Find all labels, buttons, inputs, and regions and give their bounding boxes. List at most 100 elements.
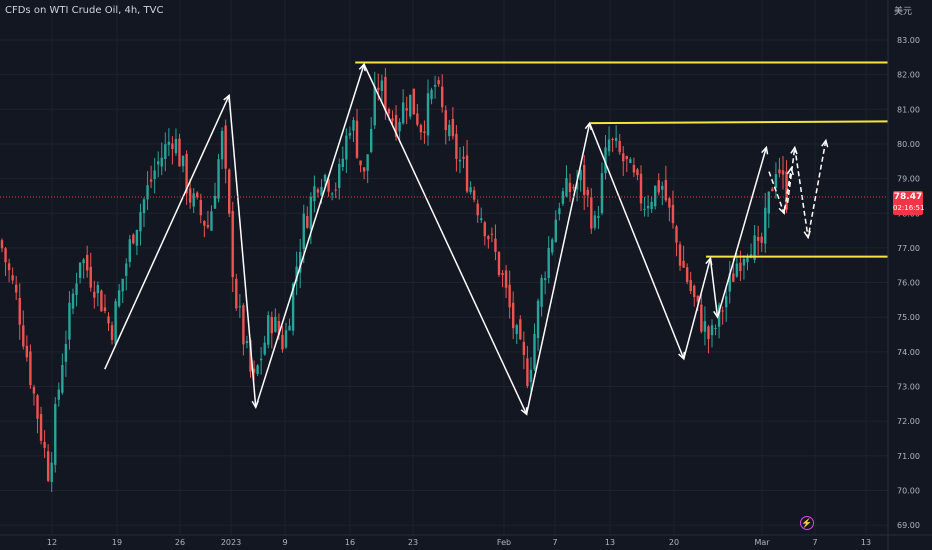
candle-body — [249, 340, 252, 372]
candle-body — [341, 158, 344, 167]
candle-body — [671, 204, 675, 224]
candle-body — [18, 297, 21, 325]
candlestick-series — [0, 68, 788, 493]
candle-body — [125, 263, 128, 276]
candle-body — [561, 191, 565, 204]
candle-body — [405, 108, 408, 111]
candle-body — [533, 333, 536, 370]
candle-body — [210, 211, 213, 231]
zigzag-arrow[interactable] — [709, 258, 719, 318]
candle-body — [756, 236, 760, 241]
candle-body — [203, 221, 206, 226]
candle-body — [61, 365, 64, 393]
candle-body — [725, 296, 728, 308]
candle-body — [153, 170, 156, 180]
candle-body — [465, 155, 469, 192]
candle-body — [114, 301, 117, 345]
candle-body — [149, 179, 153, 182]
zigzag-arrow[interactable] — [716, 147, 768, 318]
candle-body — [689, 279, 692, 292]
candle-body — [334, 189, 337, 191]
candle-body — [575, 182, 579, 190]
candle-body — [338, 163, 341, 188]
candle-body — [0, 240, 4, 249]
candle-body — [490, 233, 494, 235]
candle-body — [32, 387, 36, 394]
candle-body — [299, 252, 302, 273]
candle-body — [199, 200, 202, 216]
candle-body — [515, 325, 518, 335]
candle-body — [231, 211, 234, 278]
zigzag-arrow[interactable] — [525, 123, 591, 415]
last-price-value: 78.47 — [893, 192, 923, 202]
candle-body — [291, 283, 295, 331]
zigzag-drawings[interactable] — [104, 62, 829, 416]
candle-body — [362, 167, 366, 172]
candle-body — [423, 131, 426, 134]
arrow-head — [761, 145, 769, 155]
candle-body — [274, 316, 277, 332]
candle-body — [139, 212, 142, 232]
candle-body — [583, 165, 586, 195]
candle-body — [614, 137, 618, 142]
candle-body — [554, 219, 557, 243]
candle-body — [501, 273, 504, 275]
candle-body — [767, 191, 770, 214]
candle-body — [785, 171, 788, 210]
candle-body — [135, 229, 139, 246]
candle-body — [703, 321, 707, 332]
y-tick-label: 73.00 — [897, 383, 920, 392]
candle-body — [316, 189, 320, 193]
lightning-icon[interactable]: ⚡ — [800, 516, 814, 530]
candle-body — [394, 114, 398, 137]
candle-body — [4, 248, 7, 263]
candle-body — [682, 260, 685, 268]
candle-body — [391, 118, 394, 121]
zigzag-arrow[interactable] — [104, 95, 230, 370]
candle-body — [36, 395, 39, 419]
candle-body — [590, 197, 593, 229]
y-tick-label: 83.00 — [897, 36, 920, 45]
candle-body — [444, 110, 447, 131]
zigzag-arrow[interactable] — [363, 63, 528, 415]
x-tick-label: Feb — [497, 538, 511, 547]
candle-body — [529, 369, 533, 382]
arrow-head — [821, 138, 829, 148]
candle-body — [739, 262, 742, 272]
candle-body — [377, 87, 380, 90]
projected-path-arrow[interactable] — [786, 140, 827, 239]
zigzag-arrow[interactable] — [683, 258, 712, 359]
candle-body — [760, 236, 763, 243]
zigzag-arrow[interactable] — [588, 122, 685, 360]
candle-body — [238, 306, 242, 308]
candle-body — [185, 153, 188, 194]
candle-body — [380, 80, 384, 91]
candle-body — [771, 188, 774, 192]
zigzag-arrow[interactable] — [228, 95, 257, 408]
candle-body — [661, 185, 664, 190]
arrow-head — [786, 166, 794, 176]
time-axis[interactable]: 12 19 26 2023 9 16 23 Feb 7 13 20 Mar 7 13 — [0, 534, 932, 547]
candle-body — [178, 138, 181, 167]
support-resistance-line[interactable] — [590, 120, 889, 125]
price-axis[interactable]: 83.0082.0081.0080.0079.0078.0077.0076.00… — [887, 0, 920, 550]
candle-body — [11, 275, 14, 281]
candle-body — [632, 164, 636, 173]
candle-body — [270, 316, 273, 334]
y-tick-label: 70.00 — [897, 486, 920, 495]
x-tick-label: 23 — [408, 538, 418, 547]
candle-body — [78, 262, 82, 278]
candle-body — [352, 120, 355, 131]
horizontal-levels[interactable] — [355, 61, 889, 258]
candle-body — [330, 193, 334, 195]
candle-body — [75, 283, 78, 295]
candle-body — [277, 320, 281, 336]
candle-body — [437, 80, 440, 85]
zigzag-arrow[interactable] — [255, 64, 365, 408]
candle-body — [320, 186, 323, 196]
candle-body — [327, 179, 330, 192]
candle-body — [597, 215, 600, 218]
candle-body — [607, 139, 611, 152]
candle-body — [433, 84, 437, 87]
